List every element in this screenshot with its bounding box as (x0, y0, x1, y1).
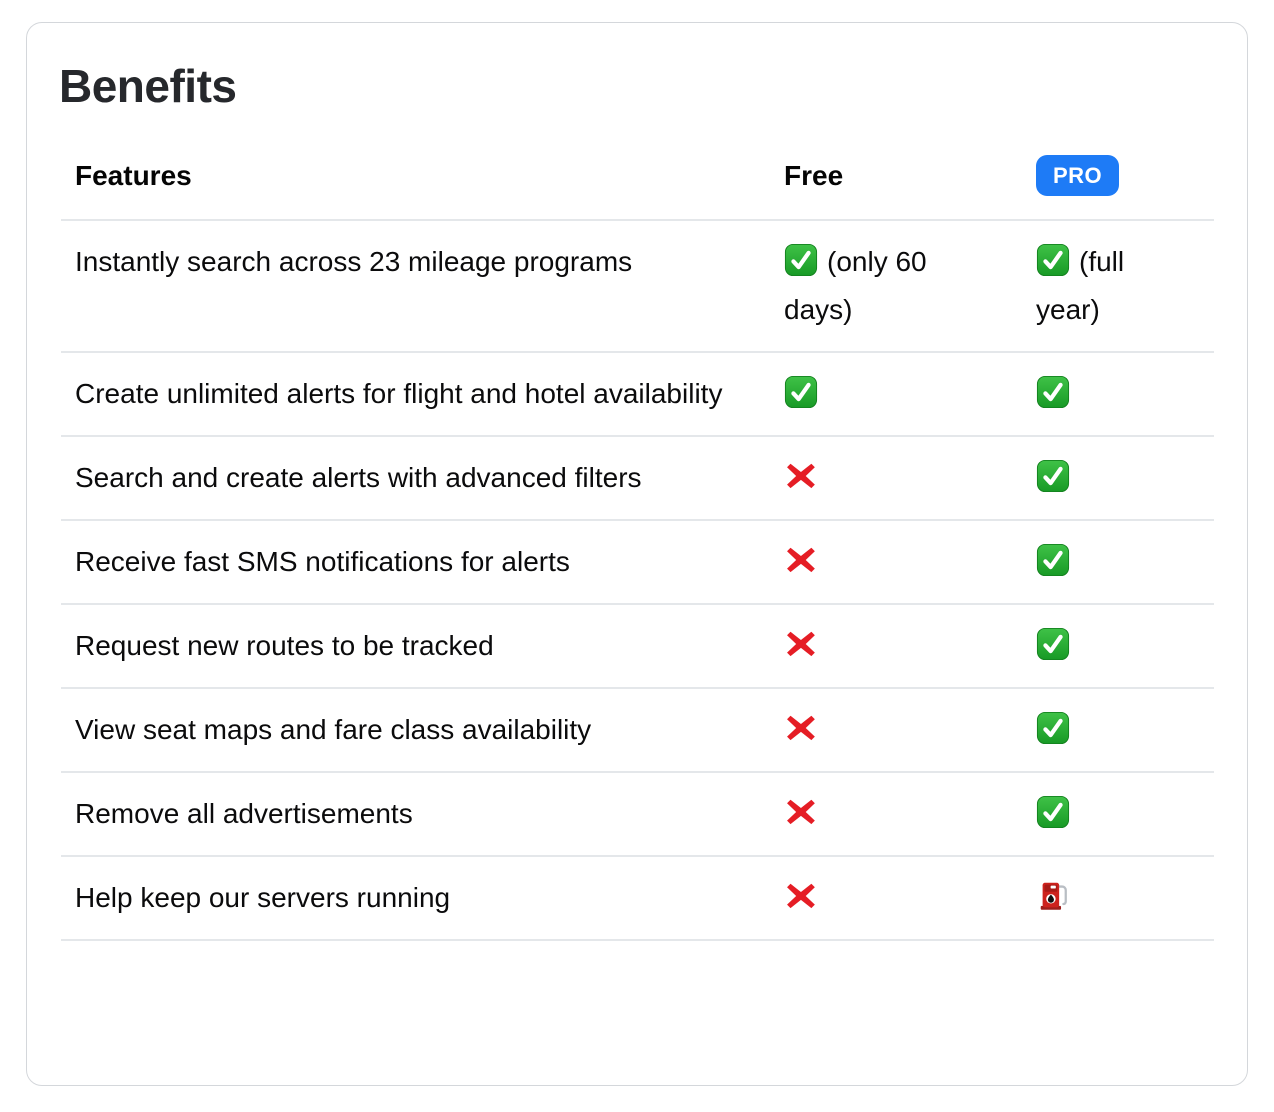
table-row: Instantly search across 23 mileage progr… (61, 221, 1214, 353)
free-cell-label: (only 60 days) (784, 246, 927, 325)
free-cell (784, 857, 1036, 939)
check-icon (784, 375, 818, 409)
benefits-card: Benefits Features Free PRO Instantly sea… (26, 22, 1248, 1086)
feature-label: Receive fast SMS notifications for alert… (75, 546, 570, 577)
benefits-table: Features Free PRO Instantly search acros… (61, 147, 1214, 941)
feature-label: Search and create alerts with advanced f… (75, 462, 642, 493)
table-row: View seat maps and fare class availabili… (61, 689, 1214, 773)
pro-cell (1036, 773, 1214, 855)
pro-badge: PRO (1036, 155, 1120, 196)
free-cell (784, 605, 1036, 687)
feature-cell: Help keep our servers running (61, 857, 784, 939)
check-icon (1036, 543, 1070, 577)
pro-cell (1036, 689, 1214, 771)
table-body: Instantly search across 23 mileage progr… (61, 221, 1214, 941)
pro-cell: (full year) (1036, 221, 1214, 351)
free-cell (784, 437, 1036, 519)
table-row: Remove all advertisements (61, 773, 1214, 857)
free-cell (784, 689, 1036, 771)
pro-cell (1036, 605, 1214, 687)
cross-icon (784, 711, 818, 745)
pro-cell (1036, 353, 1214, 435)
cross-icon (784, 795, 818, 829)
free-cell (784, 521, 1036, 603)
free-cell: (only 60 days) (784, 221, 1036, 351)
page-title: Benefits (59, 60, 237, 112)
pro-cell-label: (full year) (1036, 246, 1125, 325)
column-header-features: Features (75, 160, 192, 191)
feature-cell: Instantly search across 23 mileage progr… (61, 221, 784, 351)
check-icon (1036, 627, 1070, 661)
cross-icon (784, 543, 818, 577)
column-header-free: Free (784, 160, 844, 191)
feature-label: Instantly search across 23 mileage progr… (75, 246, 633, 277)
feature-label: Remove all advertisements (75, 798, 413, 829)
feature-label: Help keep our servers running (75, 882, 451, 913)
pro-cell (1036, 437, 1214, 519)
check-icon (784, 243, 818, 277)
check-icon (1036, 375, 1070, 409)
feature-label: Request new routes to be tracked (75, 630, 494, 661)
check-icon (1036, 243, 1070, 277)
table-row: Request new routes to be tracked (61, 605, 1214, 689)
cross-icon (784, 879, 818, 913)
free-cell (784, 773, 1036, 855)
feature-cell: Search and create alerts with advanced f… (61, 437, 784, 519)
table-row: Receive fast SMS notifications for alert… (61, 521, 1214, 605)
table-row: Search and create alerts with advanced f… (61, 437, 1214, 521)
feature-label: Create unlimited alerts for flight and h… (75, 378, 723, 409)
check-icon (1036, 711, 1070, 745)
feature-cell: Receive fast SMS notifications for alert… (61, 521, 784, 603)
free-cell (784, 353, 1036, 435)
feature-cell: View seat maps and fare class availabili… (61, 689, 784, 771)
cross-icon (784, 459, 818, 493)
feature-cell: Request new routes to be tracked (61, 605, 784, 687)
feature-cell: Remove all advertisements (61, 773, 784, 855)
pro-cell (1036, 857, 1214, 939)
column-header-pro: PRO (1036, 147, 1214, 219)
fuel-pump-icon (1036, 879, 1070, 913)
check-icon (1036, 459, 1070, 493)
pro-cell (1036, 521, 1214, 603)
feature-label: View seat maps and fare class availabili… (75, 714, 592, 745)
table-header-row: Features Free PRO (61, 147, 1214, 221)
check-icon (1036, 795, 1070, 829)
table-row: Help keep our servers running (61, 857, 1214, 941)
feature-cell: Create unlimited alerts for flight and h… (61, 353, 784, 435)
table-row: Create unlimited alerts for flight and h… (61, 353, 1214, 437)
cross-icon (784, 627, 818, 661)
